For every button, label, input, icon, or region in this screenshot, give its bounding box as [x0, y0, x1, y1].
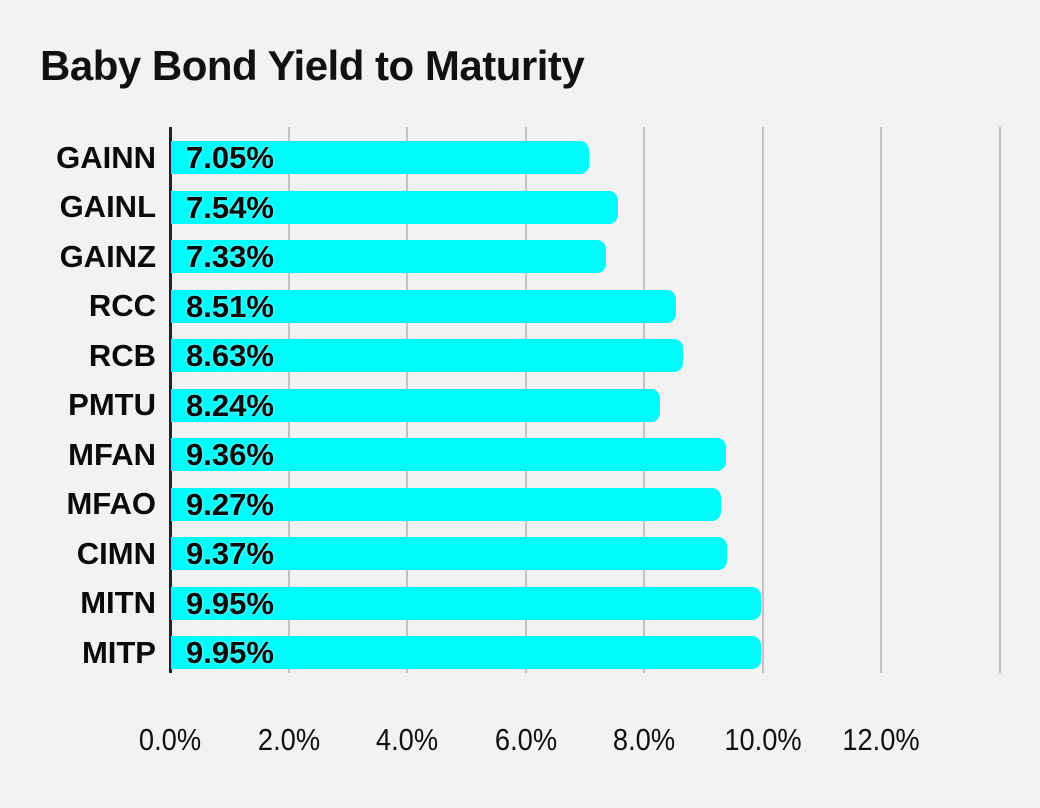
bar: 8.51%: [171, 288, 676, 324]
chart-title: Baby Bond Yield to Maturity: [40, 42, 585, 89]
category-label: GAINN: [56, 139, 156, 175]
category-label: RCC: [88, 288, 156, 324]
bar: 7.54%: [171, 189, 618, 225]
bar: 9.95%: [171, 585, 761, 621]
bar-value-label: 7.05%: [186, 140, 274, 176]
bar-track: 9.95%: [170, 635, 1000, 671]
bar: 9.37%: [171, 536, 727, 572]
bar-value-label: 7.54%: [186, 189, 274, 225]
bar-value-label: 9.36%: [186, 437, 274, 473]
bar-value-label: 9.37%: [186, 536, 274, 572]
gridline: [880, 127, 883, 673]
bar-track: 7.54%: [170, 189, 1000, 225]
x-tick-label: 6.0%: [494, 722, 557, 757]
bar-value-label: 8.51%: [186, 288, 274, 324]
bar-track: 7.33%: [170, 239, 1000, 275]
bar-row: MFAN 9.36%: [0, 430, 1040, 480]
category-label: GAINZ: [59, 238, 156, 274]
bar-row: MFAO 9.27%: [0, 480, 1040, 530]
x-tick-label: 0.0%: [138, 722, 202, 757]
bar-track: 8.24%: [170, 387, 1000, 423]
y-axis-line: [169, 127, 172, 673]
bar-row: CIMN 9.37%: [0, 529, 1040, 579]
bar-value-label: 9.27%: [186, 486, 274, 522]
bar-row: RCB 8.63%: [0, 331, 1040, 381]
category-label: RCB: [88, 337, 156, 373]
gridline: [999, 127, 1001, 673]
bar-value-label: 9.95%: [186, 585, 274, 621]
x-tick-label: 10.0%: [724, 722, 802, 757]
bar-track: 7.05%: [170, 140, 1000, 176]
bar-row: PMTU 8.24%: [0, 381, 1040, 431]
bar: 7.05%: [171, 140, 589, 176]
bar: 8.63%: [171, 338, 683, 374]
bar-track: 9.37%: [170, 536, 1000, 572]
bar: 9.95%: [171, 635, 761, 671]
bar: 9.27%: [171, 486, 721, 522]
x-tick-label: 8.0%: [613, 722, 676, 757]
bar-value-label: 8.63%: [186, 338, 274, 374]
bar-track: 8.63%: [170, 338, 1000, 374]
bar-value-label: 9.95%: [186, 635, 274, 671]
bar: 8.24%: [171, 387, 660, 423]
category-label: MFAO: [66, 486, 156, 522]
x-tick-label: 4.0%: [376, 722, 439, 757]
x-tick-label: 12.0%: [842, 722, 921, 757]
category-label: MITP: [81, 634, 156, 670]
bar-rows: GAINN 7.05% GAINL 7.54% GAINZ 7.33% RCC 8.51% RC…: [0, 127, 1040, 678]
bar-track: 8.51%: [170, 288, 1000, 324]
bar: 9.36%: [171, 437, 726, 473]
bar-row: RCC 8.51%: [0, 282, 1040, 332]
bar-row: GAINL 7.54%: [0, 183, 1040, 233]
category-label: MITN: [80, 585, 156, 621]
x-axis-tick-labels: 0.0% 2.0% 4.0% 6.0% 8.0% 10.0% 12.0%: [139, 722, 1000, 762]
bar-row: MITN 9.95%: [0, 579, 1040, 629]
bar: 7.33%: [171, 239, 606, 275]
bar-value-label: 8.24%: [186, 387, 274, 423]
x-tick-label: 2.0%: [257, 722, 320, 757]
category-label: MFAN: [68, 436, 156, 472]
category-label: GAINL: [59, 189, 156, 225]
bar-row: GAINN 7.05%: [0, 133, 1040, 183]
bar-row: GAINZ 7.33%: [0, 232, 1040, 282]
gridline: [761, 127, 764, 673]
bar-track: 9.95%: [170, 585, 1000, 621]
category-label: CIMN: [76, 535, 156, 571]
category-label: PMTU: [68, 387, 156, 423]
bar-row: MITP 9.95%: [0, 628, 1040, 678]
bar-track: 9.36%: [170, 437, 1000, 473]
bar-track: 9.27%: [170, 486, 1000, 522]
bar-value-label: 7.33%: [186, 239, 274, 275]
